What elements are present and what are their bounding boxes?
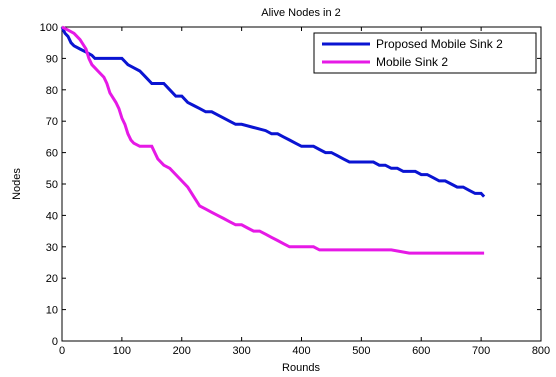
y-tick-label: 80 [46,85,58,97]
y-axis-label: Nodes [11,168,23,200]
y-tick-label: 20 [46,273,58,285]
legend-label-2: Mobile Sink 2 [376,55,448,69]
y-tick-label: 10 [46,305,58,317]
y-tick-label: 40 [46,210,58,222]
chart-title: Alive Nodes in 2 [261,7,341,19]
legend: Proposed Mobile Sink 2 Mobile Sink 2 [313,32,537,74]
x-axis-label: Rounds [282,362,320,374]
legend-label-1: Proposed Mobile Sink 2 [376,37,503,51]
y-tick-label: 0 [52,336,58,348]
legend-box [313,32,537,74]
x-tick-label: 600 [412,345,430,357]
plot-area [61,26,542,342]
y-axis: 0 10 20 30 40 50 60 70 80 90 100 [40,22,541,348]
y-tick-label: 70 [46,116,58,128]
x-tick-label: 800 [532,345,550,357]
series-lines [60,25,486,255]
y-tick-label: 100 [40,22,58,34]
series-line-2 [61,25,485,255]
x-axis: 0 100 200 300 400 500 600 700 800 [59,27,550,357]
y-tick-label: 90 [46,53,58,65]
y-tick-label: 60 [46,148,58,160]
series-line-1 [60,26,486,198]
y-tick-label: 30 [46,242,58,254]
y-tick-label: 50 [46,179,58,191]
x-tick-label: 100 [113,345,131,357]
x-tick-label: 500 [352,345,370,357]
x-tick-label: 0 [59,345,65,357]
x-tick-label: 300 [232,345,250,357]
x-tick-label: 400 [292,345,310,357]
x-tick-label: 700 [472,345,490,357]
x-tick-label: 200 [173,345,191,357]
